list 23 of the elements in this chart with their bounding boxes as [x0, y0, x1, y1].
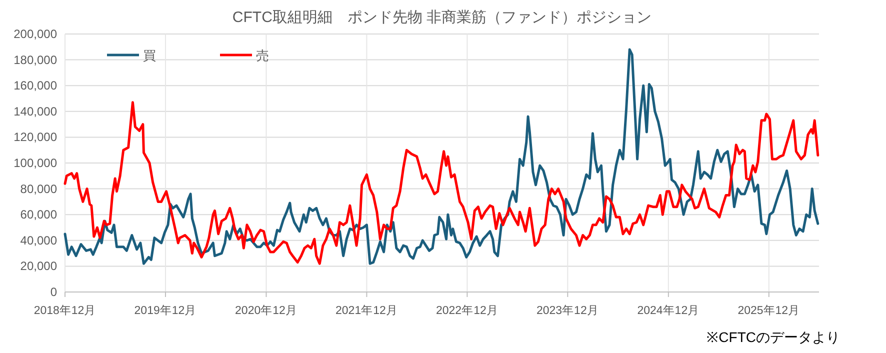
x-tick-label: 2019年12月: [134, 304, 197, 317]
legend-label: 買: [143, 48, 156, 63]
x-tick-label: 2021年12月: [336, 304, 398, 317]
x-tick-label: 2023年12月: [536, 304, 599, 317]
y-tick-label: 120,000: [14, 130, 58, 144]
chart-title: CFTC取組明細 ポンド先物 非商業筋（ファンド）ポジション: [232, 9, 652, 26]
x-tick-label: 2020年12月: [235, 304, 298, 317]
y-tick-label: 100,000: [14, 156, 58, 170]
x-tick-label: 2025年12月: [738, 304, 800, 317]
legend-label: 売: [256, 48, 269, 63]
text: ※CFTCのデータより: [706, 329, 840, 345]
y-tick-label: 160,000: [14, 78, 58, 93]
y-tick-label: 0: [50, 285, 58, 299]
y-tick-label: 40,000: [20, 233, 58, 248]
y-tick-label: 140,000: [14, 104, 58, 118]
y-tick-label: 200,000: [14, 27, 58, 41]
y-tick-label: 80,000: [20, 182, 58, 196]
y-tick-label: 180,000: [14, 52, 58, 67]
y-tick-label: 20,000: [20, 259, 58, 274]
y-tick-label: 60,000: [20, 208, 58, 222]
x-tick-label: 2022年12月: [436, 304, 498, 317]
x-tick-label: 2018年12月: [34, 304, 96, 317]
x-tick-label: 2024年12月: [637, 304, 700, 317]
